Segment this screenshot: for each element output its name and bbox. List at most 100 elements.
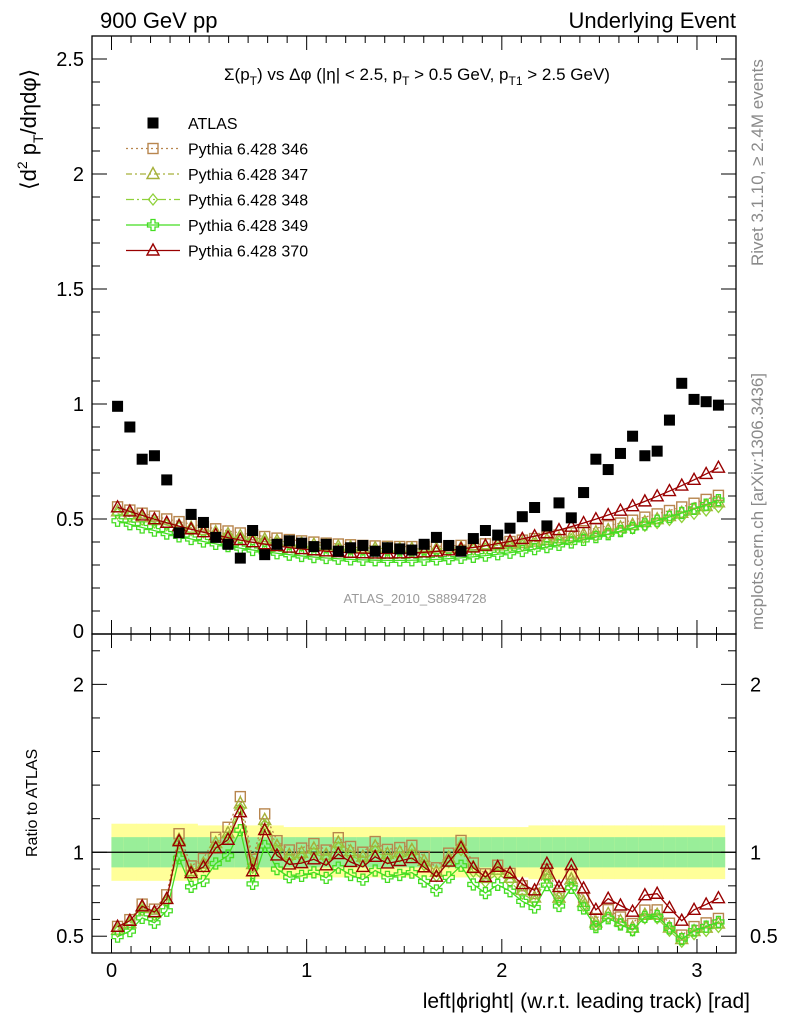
atlas-point [369, 545, 381, 557]
mc-point-ratio [577, 902, 590, 915]
mc-point-main [588, 511, 604, 525]
mc-point-main [552, 538, 566, 552]
mc-point-ratio [381, 870, 394, 883]
mc-point-main [625, 498, 640, 512]
mc-point-ratio [369, 864, 382, 877]
mc-point-main [539, 525, 555, 539]
mc-point-main [478, 537, 493, 551]
atlas-point [271, 538, 283, 550]
mc-point-main [196, 521, 211, 536]
mc-point-ratio [282, 856, 297, 870]
mc-point-main [197, 535, 210, 548]
atlas-point [712, 399, 724, 411]
mc-point-ratio [234, 790, 247, 803]
atlas-point [688, 393, 700, 405]
mc-point-ratio [247, 861, 258, 875]
mc-point-main [699, 498, 713, 511]
mc-point-ratio [136, 903, 148, 917]
atlas-point [639, 450, 651, 462]
atlas-point [479, 525, 491, 536]
atlas-point [197, 516, 209, 528]
header-right: Underlying Event [568, 8, 736, 33]
mc-point-main [649, 488, 665, 502]
mc-point-ratio [490, 858, 505, 873]
mc-point-ratio [245, 863, 260, 877]
mc-point-ratio [478, 868, 493, 883]
mc-point-ratio [332, 840, 344, 854]
mc-point-ratio [345, 849, 356, 863]
mc-point-main [282, 539, 297, 553]
mc-point-ratio [307, 866, 321, 879]
mc-point-ratio [504, 875, 516, 889]
atlas-point [614, 447, 626, 459]
mc-point-ratio [380, 855, 395, 869]
legend-label: Pythia 6.428 349 [188, 218, 308, 235]
mc-point-ratio [110, 918, 125, 932]
mc-point-ratio [246, 877, 259, 891]
mc-point-ratio [355, 858, 371, 873]
x-tick-label: 1 [301, 960, 312, 982]
mc-point-ratio [394, 850, 406, 864]
mc-point-main [637, 493, 653, 507]
mc-point-main [122, 503, 138, 517]
atlas-point [345, 542, 357, 554]
mc-point-ratio [649, 885, 665, 899]
mc-point-ratio [111, 930, 124, 943]
mc-point-ratio [674, 912, 689, 926]
mc-point-ratio [676, 935, 688, 949]
y-tick-label-zero: 0 [73, 621, 84, 643]
mc-point-main [502, 533, 518, 547]
mc-point-main [674, 477, 689, 491]
mc-point-ratio [453, 839, 469, 854]
mc-point-ratio [626, 923, 639, 937]
chart-title: Σ(pT) vs Δφ (|η| < 2.5, pT > 0.5 GeV, pT… [224, 65, 610, 88]
mc-point-ratio [699, 920, 713, 933]
mc-point-ratio [625, 903, 640, 917]
mc-point-ratio [467, 878, 480, 891]
mc-point-main [576, 515, 591, 529]
y-tick-label: 1.5 [56, 279, 84, 301]
mc-point-main [551, 530, 567, 544]
mc-point-ratio [356, 873, 370, 886]
atlas-point [222, 538, 234, 550]
atlas-point [259, 549, 271, 561]
mc-point-ratio [405, 866, 419, 879]
atlas-point [565, 512, 577, 524]
mc-point-ratio [637, 887, 653, 901]
ratio-tick-label-left: 2 [73, 674, 84, 696]
mc-line-ratio-4 [117, 828, 719, 940]
mc-point-main [136, 513, 148, 527]
ratio-frame [91, 633, 737, 954]
mc-point-ratio [528, 901, 541, 914]
mc-point-ratio [308, 846, 320, 860]
legend: ATLAS Pythia 6.428 346 Pythia 6.428 347 Pyt… [126, 116, 308, 261]
mc-point-ratio [442, 871, 455, 884]
mc-point-ratio [466, 859, 481, 874]
legend-label: Pythia 6.428 346 [188, 142, 308, 159]
mc-point-ratio [369, 835, 381, 848]
mc-point-main [551, 522, 567, 536]
mc-point-ratio [394, 841, 406, 854]
mc-point-ratio [367, 848, 383, 863]
mc-point-ratio [172, 852, 186, 865]
mc-point-main [148, 510, 161, 522]
mc-point-ratio [614, 911, 627, 923]
mc-point-ratio [626, 917, 639, 930]
mc-point-main [614, 524, 627, 538]
axes: 0 1 2 3 0.5 1 1.5 2 2.5 0 0.5 1 2 0.5 1 2 [56, 35, 778, 982]
atlas-point [455, 545, 467, 557]
atlas-point [124, 421, 136, 433]
legend-label: ATLAS [188, 116, 238, 133]
x-tick-label: 3 [691, 960, 702, 982]
atlas-point [578, 487, 590, 499]
mc-point-main [626, 521, 639, 534]
mc-point-main [479, 549, 492, 562]
mc-point-ratio [332, 861, 345, 874]
legend-marker [147, 192, 159, 207]
atlas-point [308, 541, 320, 553]
mc-point-ratio [184, 880, 198, 893]
atlas-point [381, 542, 393, 554]
mc-point-main [319, 543, 334, 557]
mc-point-ratio [713, 920, 724, 934]
